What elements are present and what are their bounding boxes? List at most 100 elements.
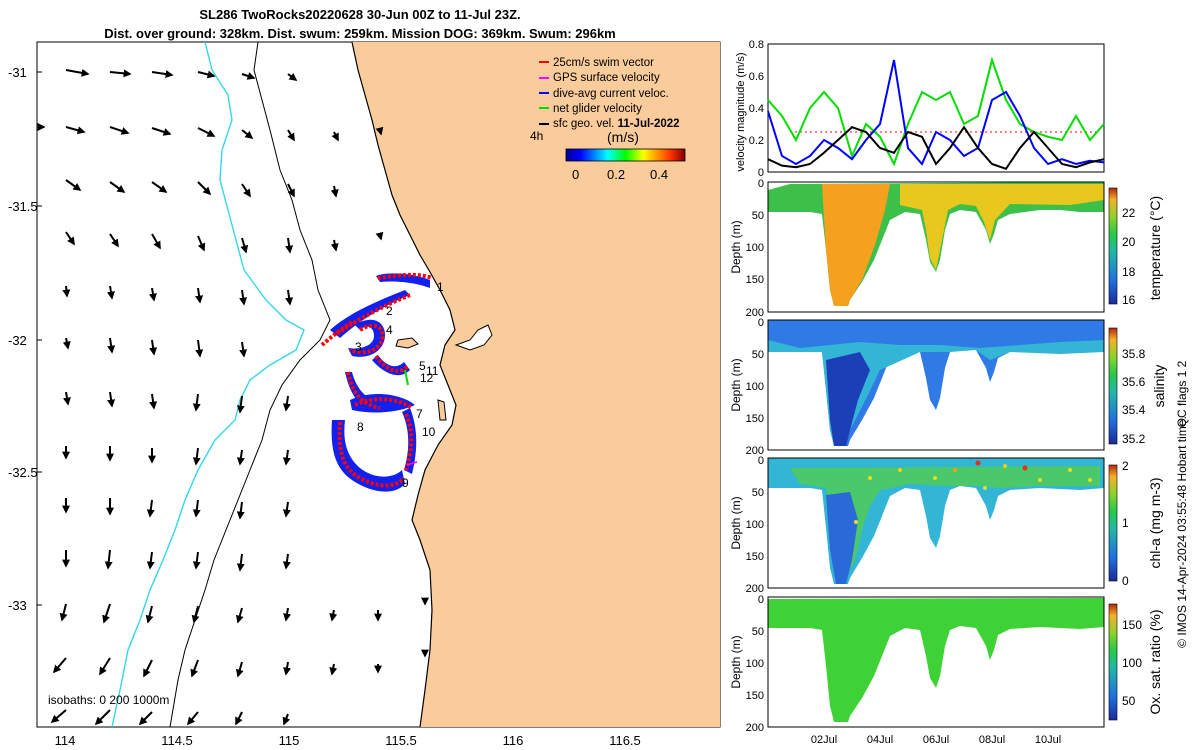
map-xtick-1145: 114.5 — [161, 733, 193, 748]
vel-ylabel: velocity magnitude (m/s) — [735, 52, 747, 171]
sal-cbar-352: 35.2 — [1122, 432, 1146, 446]
temp-cbar-18: 18 — [1122, 265, 1136, 279]
colorbar-side-label: 4h — [530, 129, 543, 143]
waypoint-label-3: 3 — [355, 340, 362, 354]
sal-cbar-354: 35.4 — [1122, 403, 1146, 417]
credit-text: © IMOS 14-Apr-2024 03:55:48 Hobart time. — [1175, 416, 1189, 648]
temp-ytick-150: 150 — [746, 274, 764, 286]
chla-cbar-0: 0 — [1122, 574, 1129, 588]
ox-xtick-10jul: 10Jul — [1035, 734, 1061, 746]
salinity-frame — [767, 319, 1105, 451]
velocity-series — [767, 56, 1105, 170]
waypoint-label-8: 8 — [357, 420, 364, 434]
waypoint-label-4: 4 — [386, 323, 393, 337]
legend-label-net: net glider velocity — [553, 103, 642, 115]
plot-title-line1: SL286 TwoRocks20220628 30-Jun 00Z to 11-… — [199, 7, 521, 22]
salinity-colorbar — [1108, 327, 1118, 445]
temp-ytick-200: 200 — [746, 307, 764, 319]
vel-ytick-06: 0.6 — [749, 71, 764, 83]
sal-ytick-50: 50 — [752, 349, 764, 361]
ox-ytick-50: 50 — [752, 626, 764, 638]
oxygen-colorbar — [1108, 603, 1118, 721]
ox-cbar-150: 150 — [1122, 618, 1142, 632]
waypoint-label-11: 11 — [426, 364, 439, 378]
temp-cbar-22: 22 — [1122, 206, 1136, 220]
isobath-1000m — [111, 42, 305, 727]
map-legend: 25cm/s swim vector GPS surface velocity … — [530, 57, 686, 182]
chla-cbar-2: 2 — [1122, 459, 1129, 473]
sal-ytick-0: 0 — [758, 317, 764, 329]
vel-ytick-02: 0.2 — [749, 135, 764, 147]
oxygen-field — [768, 598, 1104, 722]
ox-xtick-02jul: 02Jul — [811, 734, 837, 746]
glider-track — [320, 272, 433, 492]
chla-high-dots — [854, 460, 1092, 524]
chla-mid-layer — [790, 466, 1100, 580]
ox-xtick-08jul: 08Jul — [979, 734, 1005, 746]
chla-frame — [767, 457, 1105, 589]
map-xtick-115: 115 — [279, 733, 300, 748]
temperature-frame — [767, 181, 1105, 313]
temp-ytick-100: 100 — [746, 242, 764, 254]
map-xtick-114: 114 — [55, 733, 76, 748]
ox-ytick-150: 150 — [746, 690, 764, 702]
map-colorbar — [565, 148, 686, 162]
chla-ytick-50: 50 — [752, 487, 764, 499]
velocity-panel: 0 0.2 0.4 0.6 0.8 velocity magnitude (m/… — [735, 39, 1105, 179]
ox-ylabel: Depth (m) — [729, 635, 743, 688]
coastline — [351, 42, 457, 727]
swan-river — [454, 324, 493, 351]
map-ytick-33: -33 — [8, 598, 27, 613]
temperature-warm-core — [822, 184, 890, 306]
chla-cbar-label: chl-a (mg m-3) — [1147, 477, 1163, 568]
vel-ytick-0: 0 — [758, 167, 764, 179]
ox-xtick-06jul: 06Jul — [923, 734, 949, 746]
chla-ytick-150: 150 — [746, 551, 764, 563]
current-vectors — [37, 68, 429, 726]
waypoint-label-7: 7 — [416, 407, 423, 421]
sal-ytick-200: 200 — [746, 445, 764, 457]
velocity-line-net-glider — [767, 56, 1105, 167]
chla-ytick-0: 0 — [758, 455, 764, 467]
temperature-mid-layer — [900, 184, 1104, 270]
map-xtick-116: 116 — [503, 733, 524, 748]
ox-cbar-100: 100 — [1122, 656, 1142, 670]
temp-ytick-50: 50 — [752, 210, 764, 222]
temp-cbar-20: 20 — [1122, 235, 1136, 249]
temperature-panel: 16 18 20 22 temperature (°C) 0 50 100 15… — [729, 178, 1163, 319]
colorbar-unit-label: (m/s) — [607, 129, 639, 145]
map-ytick-325: -32.5 — [8, 465, 38, 480]
legend-label-gps: GPS surface velocity — [553, 72, 660, 84]
temp-cbar-16: 16 — [1122, 293, 1136, 307]
chla-panel: 0 1 2 chl-a (mg m-3) 0 50 100 150 200 De… — [729, 455, 1163, 595]
legend-label-swim: 25cm/s swim vector — [553, 57, 654, 69]
colorbar-tick-0: 0 — [572, 167, 579, 182]
ox-cbar-label: Ox. sat. ratio (%) — [1147, 609, 1163, 714]
map-y-ticks: -31 -31.5 -32 -32.5 -33 — [8, 65, 42, 613]
chla-cbar-1: 1 — [1122, 516, 1129, 530]
waypoint-label-10: 10 — [422, 425, 436, 439]
ox-cbar-50: 50 — [1122, 694, 1136, 708]
chla-ylabel: Depth (m) — [729, 496, 743, 549]
legend-label-dive-avg: dive-avg current veloc. — [553, 88, 669, 100]
sal-cbar-label: salinity — [1151, 365, 1167, 408]
land-mass — [352, 42, 720, 727]
temp-cbar-label: temperature (°C) — [1147, 196, 1163, 300]
velocity-axes — [767, 43, 1105, 173]
ox-ytick-0: 0 — [758, 594, 764, 606]
chla-colorbar — [1108, 464, 1118, 582]
map-ytick-315: -31.5 — [8, 199, 38, 214]
waypoint-label-12: 12 — [420, 371, 434, 385]
temp-ytick-0: 0 — [758, 178, 764, 190]
garden-island — [437, 399, 447, 421]
velocity-line-dive-avg — [767, 59, 1105, 166]
waypoint-label-2: 2 — [386, 304, 393, 318]
vel-ytick-04: 0.4 — [749, 103, 764, 115]
ox-xtick-04jul: 04Jul — [867, 734, 893, 746]
chla-ytick-200: 200 — [746, 583, 764, 595]
sal-ylabel: Depth (m) — [729, 358, 743, 411]
salinity-low-core — [826, 352, 870, 446]
qc-flags-label: QC flags 1 2 — [1175, 360, 1189, 427]
isobath-label: isobaths: 0 200 1000m — [48, 693, 169, 707]
